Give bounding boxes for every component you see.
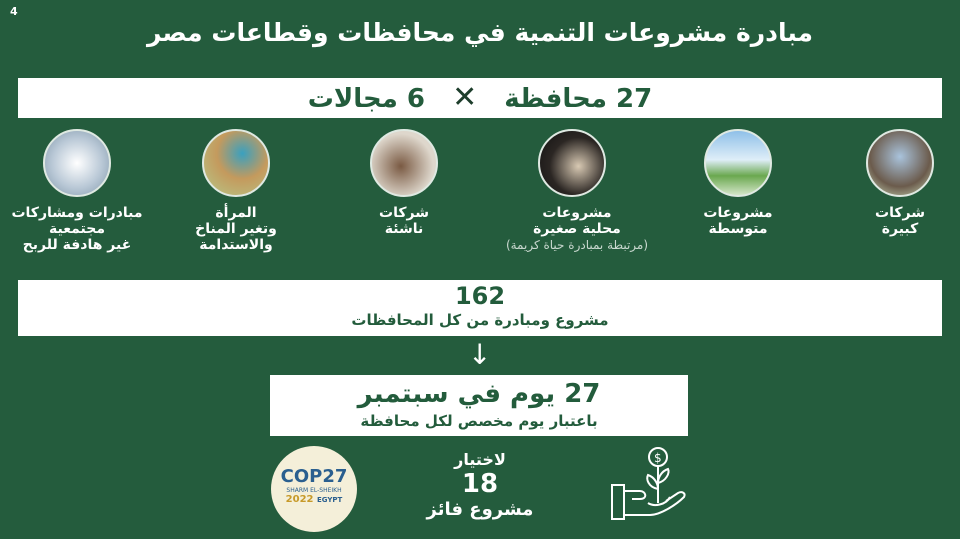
growing-plants-image xyxy=(704,129,772,197)
days-label: باعتبار يوم مخصص لكل محافظة xyxy=(360,412,598,430)
category-line: وتغير المناخ xyxy=(195,221,277,237)
category-line: مجتمعية xyxy=(49,221,105,237)
category-line: مشروعات xyxy=(542,205,612,221)
category-community-initiatives: مبادرات ومشاركات مجتمعية غير هادفة للربح xyxy=(0,205,162,253)
winners-line2: مشروع فائز xyxy=(426,499,534,520)
governorates-count: 27 محافظة xyxy=(504,84,653,114)
category-startups: شركات ناشئة xyxy=(319,205,489,237)
category-line: شركات xyxy=(379,205,429,221)
times-icon: ✕ xyxy=(452,80,478,115)
skyscrapers-image xyxy=(866,129,934,197)
projects-count: 162 xyxy=(454,282,506,310)
category-small-projects: مشروعات محلية صغيرة (مرتبطة بمبادرة حياة… xyxy=(487,205,667,253)
category-medium-projects: مشروعات متوسطة xyxy=(653,205,823,237)
category-line: والاستدامة xyxy=(199,237,273,253)
category-large-companies: شركات كبيرة xyxy=(815,205,960,237)
category-line: غير هادفة للربح xyxy=(22,237,132,253)
cop-logo-country: EGYPT xyxy=(316,496,343,504)
category-note: (مرتبطة بمبادرة حياة كريمة) xyxy=(505,238,649,252)
category-line: محلية صغيرة xyxy=(533,221,621,237)
projects-banner: 162 مشروع ومبادرة من كل المحافظات xyxy=(18,280,942,336)
paper-people-image xyxy=(43,129,111,197)
category-women-climate: المرأة وتغير المناخ والاستدامة xyxy=(151,205,321,253)
category-line: شركات xyxy=(875,205,925,221)
arrow-down-icon: ↓ xyxy=(468,338,492,371)
fields-count: 6 مجالات xyxy=(307,84,425,114)
category-line: مشروعات xyxy=(703,205,773,221)
category-line: كبيرة xyxy=(881,221,919,237)
cop-logo-name: COP27 xyxy=(280,466,348,487)
category-line: المرأة xyxy=(215,205,257,221)
cop27-logo: COP27 SHARM EL-SHEIKH 2022 EGYPT xyxy=(271,446,357,532)
page-number: 4 xyxy=(10,5,18,18)
category-line: مبادرات ومشاركات xyxy=(11,205,143,221)
cop-logo-year: 2022 xyxy=(285,494,314,505)
page-title: مبادرة مشروعات التنمية في محافظات وقطاعا… xyxy=(146,18,814,47)
projects-label: مشروع ومبادرة من كل المحافظات xyxy=(351,311,609,329)
winners-count: 18 xyxy=(461,469,499,499)
winners-text: لاختيار 18 مشروع فائز xyxy=(380,450,580,520)
days-banner: 27 يوم في سبتمبر باعتبار يوم مخصص لكل مح… xyxy=(270,375,688,436)
summary-banner: 27 محافظة ✕ 6 مجالات xyxy=(18,78,942,118)
svg-text:$: $ xyxy=(654,451,662,465)
days-title: 27 يوم في سبتمبر xyxy=(357,379,601,409)
winners-line1: لاختيار xyxy=(454,450,506,469)
startup-team-image xyxy=(370,129,438,197)
category-line: ناشئة xyxy=(384,221,424,237)
category-line: متوسطة xyxy=(708,221,768,237)
woman-image xyxy=(202,129,270,197)
cop-logo-place: SHARM EL-SHEIKH xyxy=(286,487,342,494)
craftsman-image xyxy=(538,129,606,197)
hand-money-plant-icon: $ xyxy=(611,447,686,520)
